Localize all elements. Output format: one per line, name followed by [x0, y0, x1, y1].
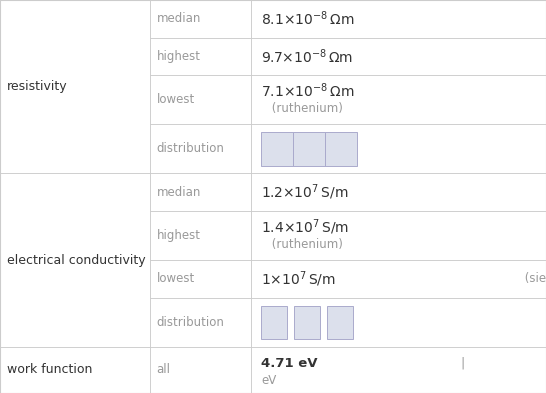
Bar: [251, 173, 546, 211]
Text: (ruthenium): (ruthenium): [268, 102, 342, 115]
Text: distribution: distribution: [157, 142, 224, 155]
Text: highest: highest: [157, 50, 201, 63]
Text: $8.1{\times}10^{-8}\,\Omega\mathrm{m}$: $8.1{\times}10^{-8}\,\Omega\mathrm{m}$: [261, 9, 354, 28]
Text: $7.1{\times}10^{-8}\,\Omega\mathrm{m}$: $7.1{\times}10^{-8}\,\Omega\mathrm{m}$: [261, 82, 354, 100]
Bar: [251, 298, 546, 347]
Bar: [150, 298, 251, 347]
Text: eV: eV: [261, 374, 276, 387]
Text: electrical conductivity: electrical conductivity: [7, 253, 146, 266]
Bar: [261, 306, 287, 339]
Bar: [293, 132, 325, 165]
Bar: [251, 0, 546, 38]
Bar: [251, 211, 546, 260]
Text: $9.7{\times}10^{-8}\,\Omega\mathrm{m}$: $9.7{\times}10^{-8}\,\Omega\mathrm{m}$: [261, 47, 353, 66]
Text: lowest: lowest: [157, 93, 195, 106]
Text: $1{\times}10^{7}\,\mathrm{S/m}$: $1{\times}10^{7}\,\mathrm{S/m}$: [261, 269, 336, 289]
Bar: [251, 124, 546, 173]
Bar: [150, 260, 251, 298]
Bar: [325, 132, 357, 165]
Text: (ruthenium): (ruthenium): [268, 238, 342, 251]
Bar: [150, 173, 251, 211]
Text: all: all: [157, 364, 171, 376]
Text: $1.4{\times}10^{7}\,\mathrm{S/m}$: $1.4{\times}10^{7}\,\mathrm{S/m}$: [261, 217, 349, 237]
Bar: [0, 173, 150, 347]
Bar: [261, 132, 293, 165]
Text: (siemens per meter)  (iron): (siemens per meter) (iron): [521, 272, 546, 285]
Bar: [150, 347, 251, 393]
Text: 4.71 eV: 4.71 eV: [261, 356, 317, 369]
Bar: [251, 347, 546, 393]
Text: $1.2{\times}10^{7}\,\mathrm{S/m}$: $1.2{\times}10^{7}\,\mathrm{S/m}$: [261, 182, 348, 202]
Text: resistivity: resistivity: [7, 80, 68, 93]
Text: median: median: [157, 186, 201, 199]
Text: highest: highest: [157, 229, 201, 242]
Bar: [150, 38, 251, 75]
Text: work function: work function: [7, 364, 92, 376]
Bar: [327, 306, 353, 339]
Bar: [150, 211, 251, 260]
Text: median: median: [157, 12, 201, 25]
Bar: [251, 260, 546, 298]
Text: distribution: distribution: [157, 316, 224, 329]
Bar: [251, 75, 546, 124]
Bar: [0, 0, 150, 173]
Bar: [150, 75, 251, 124]
Bar: [0, 347, 150, 393]
Text: lowest: lowest: [157, 272, 195, 285]
Bar: [294, 306, 320, 339]
Text: |: |: [453, 356, 474, 369]
Bar: [150, 0, 251, 38]
Bar: [150, 124, 251, 173]
Bar: [251, 38, 546, 75]
